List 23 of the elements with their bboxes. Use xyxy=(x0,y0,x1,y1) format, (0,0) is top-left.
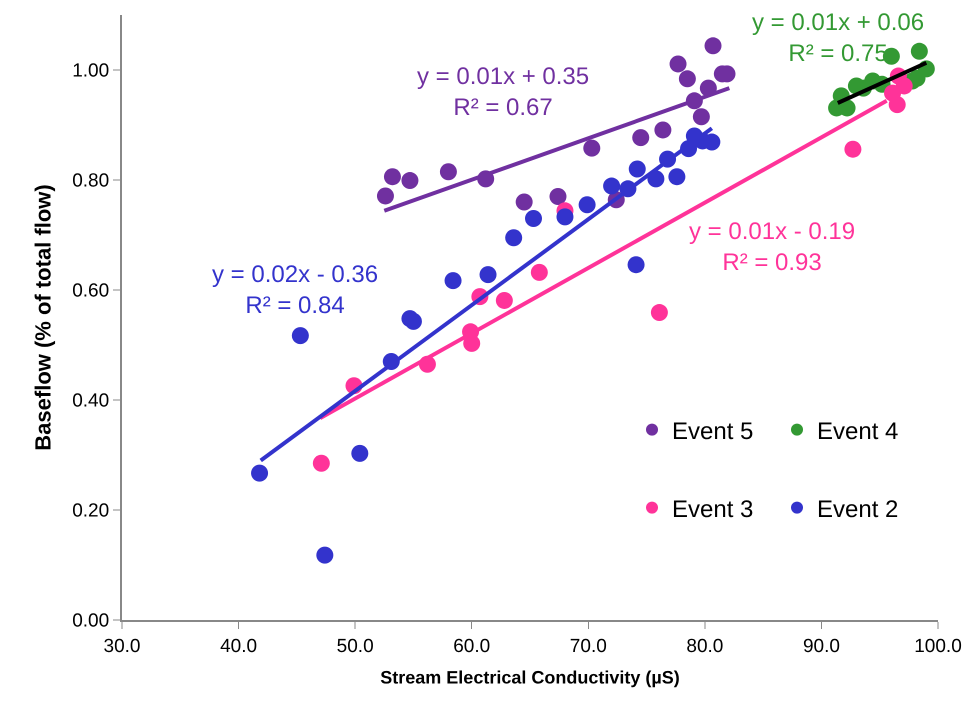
x-tick-label: 80.0 xyxy=(686,636,724,657)
x-tick-label: 30.0 xyxy=(104,636,140,657)
x-tick-label: 60.0 xyxy=(453,636,490,657)
annotation: y = 0.01x + 0.35 R² = 0.67 xyxy=(417,63,590,122)
legend-label: Event 2 xyxy=(817,496,898,524)
y-tick-label: 0.60 xyxy=(72,280,110,302)
x-tick-label: 70.0 xyxy=(570,636,607,657)
legend-label: Event 5 xyxy=(672,418,754,445)
y-tick-label: 0.00 xyxy=(72,610,110,632)
y-tick-label: 0.20 xyxy=(72,500,110,522)
x-tick-label: 40.0 xyxy=(220,636,258,657)
annotation: y = 0.01x - 0.19 R² = 0.93 xyxy=(689,218,856,276)
legend-label: Event 3 xyxy=(672,496,754,524)
x-tick-label: 50.0 xyxy=(336,636,374,657)
y-tick-label: 0.40 xyxy=(72,390,110,412)
y-axis-title: Baseflow (% of total flow) xyxy=(30,184,56,451)
legend-label: Event 4 xyxy=(817,418,898,445)
y-tick-label: 1.00 xyxy=(72,60,110,82)
annotation: y = 0.02x - 0.36 R² = 0.84 xyxy=(212,261,378,320)
x-axis-title: Stream Electrical Conductivity (µS) xyxy=(380,667,680,688)
x-tick-label: 90.0 xyxy=(802,636,840,657)
y-tick-label: 0.80 xyxy=(72,170,110,192)
x-tick-label: 100.0 xyxy=(914,636,962,657)
